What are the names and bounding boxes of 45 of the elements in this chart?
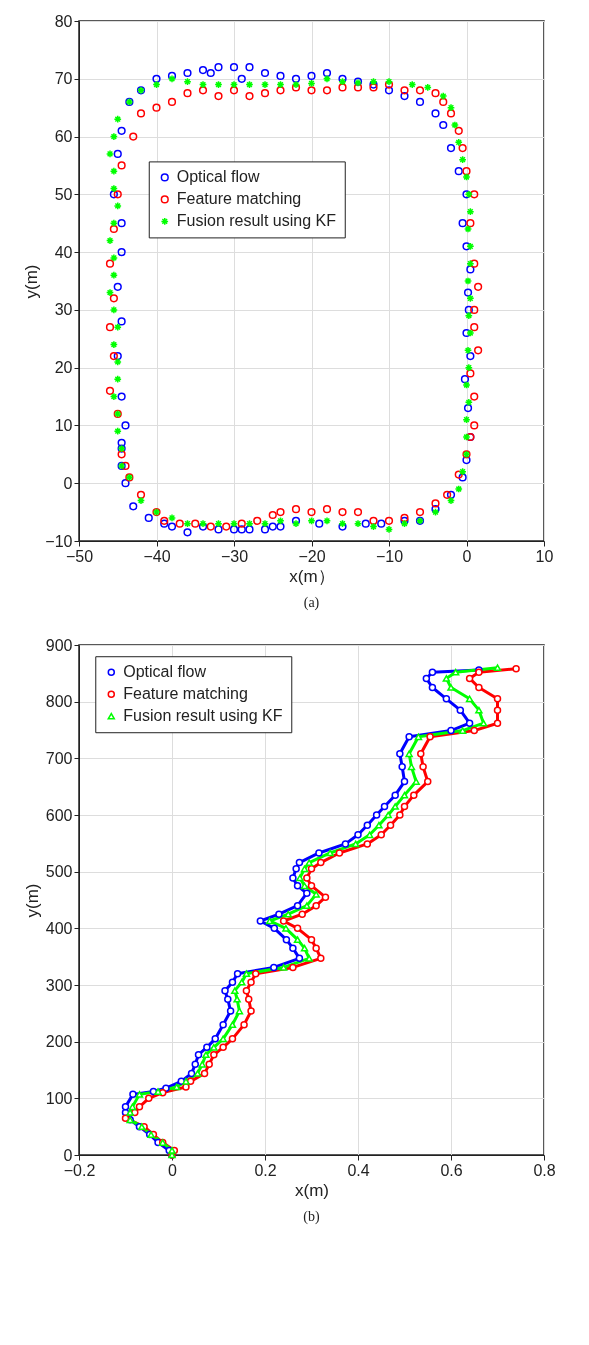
x-tick-label: −20: [298, 547, 326, 565]
y-tick-label: 50: [54, 185, 73, 203]
x-tick-label: 0.8: [533, 1161, 556, 1179]
y-tick-label: 0: [63, 1146, 73, 1164]
y-tick-label: 30: [54, 301, 73, 319]
x-tick-label: −10: [375, 547, 404, 565]
x-tick-label: 0.2: [254, 1161, 277, 1179]
x-tick-label: −0.2: [63, 1161, 96, 1179]
legend-label: Feature matching: [176, 190, 302, 208]
y-tick-label: 200: [45, 1033, 73, 1051]
legend-label: Fusion result using KF: [123, 707, 283, 725]
x-tick-label: 0: [168, 1161, 178, 1179]
y-tick-label: 60: [54, 128, 73, 146]
legend-label: Fusion result using KF: [176, 212, 337, 230]
y-tick-label: 800: [45, 693, 73, 711]
x-tick-label: 0: [462, 547, 472, 565]
y-tick-label: 20: [54, 359, 73, 377]
x-tick-label: 0.4: [347, 1161, 370, 1179]
y-axis-title: y(m): [22, 883, 42, 918]
y-tick-label: 70: [54, 70, 73, 88]
legend-label: Feature matching: [123, 685, 248, 703]
y-tick-label: 100: [45, 1089, 73, 1107]
x-tick-label: 10: [535, 547, 554, 565]
x-tick-label: −40: [143, 547, 171, 565]
y-tick-label: −10: [45, 532, 73, 550]
legend-label: Optical flow: [123, 663, 207, 681]
y-tick-label: 600: [45, 806, 73, 824]
y-tick-label: 900: [45, 636, 73, 654]
x-tick-label: 0.6: [440, 1161, 463, 1179]
legend-label: Optical flow: [176, 168, 260, 186]
y-tick-label: 80: [54, 12, 73, 30]
x-axis-title: x(m): [295, 1180, 329, 1200]
y-tick-label: 40: [54, 243, 73, 261]
text: (a): [303, 595, 320, 611]
y-tick-label: 500: [45, 863, 73, 881]
y-tick-label: 10: [54, 416, 73, 434]
y-axis-title: y(m): [22, 264, 42, 299]
x-tick-label: −50: [65, 547, 94, 565]
y-tick-label: 700: [45, 749, 73, 767]
y-tick-label: 300: [45, 976, 73, 994]
x-axis-title: x(m）: [289, 566, 335, 586]
x-tick-label: −30: [220, 547, 249, 565]
text: (b): [303, 1209, 320, 1225]
y-tick-label: 400: [45, 919, 73, 937]
y-tick-label: 0: [63, 474, 73, 492]
